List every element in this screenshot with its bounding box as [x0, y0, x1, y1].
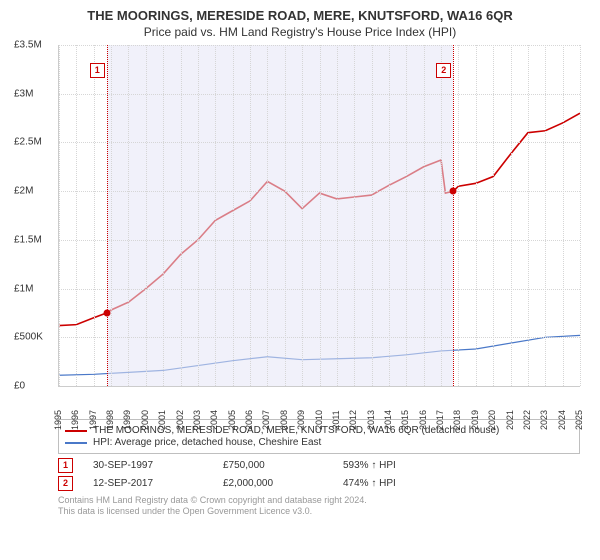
gridline-v [424, 45, 425, 386]
x-axis-label: 1997 [88, 410, 98, 430]
shade-region [107, 45, 453, 386]
x-axis-label: 2019 [470, 410, 480, 430]
footer-line-1: Contains HM Land Registry data © Crown c… [58, 495, 580, 506]
event-line [107, 45, 108, 386]
y-axis-label: £500K [14, 332, 43, 343]
gridline-v [320, 45, 321, 386]
gridline-v [476, 45, 477, 386]
x-axis-label: 2013 [366, 410, 376, 430]
x-axis-label: 2023 [539, 410, 549, 430]
x-axis-label: 2007 [261, 410, 271, 430]
gridline-v [389, 45, 390, 386]
event-point-marker [103, 309, 110, 316]
event-date: 12-SEP-2017 [93, 478, 203, 489]
chart-area: 12 £0£500K£1M£1.5M£2M£2.5M£3M£3.5M199519… [58, 45, 580, 411]
gridline-v [545, 45, 546, 386]
gridline-v [128, 45, 129, 386]
x-axis-label: 2025 [574, 410, 584, 430]
gridline-v [233, 45, 234, 386]
gridline-v [285, 45, 286, 386]
x-axis-label: 2014 [383, 410, 393, 430]
event-price: £2,000,000 [223, 478, 323, 489]
y-axis-label: £2.5M [14, 137, 42, 148]
event-point-marker [450, 188, 457, 195]
gridline-v [250, 45, 251, 386]
event-row: 1 30-SEP-1997 £750,000 593% ↑ HPI [58, 458, 580, 473]
footer-attribution: Contains HM Land Registry data © Crown c… [58, 495, 580, 518]
x-axis-label: 2004 [209, 410, 219, 430]
gridline-v [181, 45, 182, 386]
x-axis-label: 2009 [296, 410, 306, 430]
y-axis-label: £3.5M [14, 40, 42, 51]
gridline-v [76, 45, 77, 386]
gridline-v [267, 45, 268, 386]
gridline-v [111, 45, 112, 386]
y-axis-label: £3M [14, 88, 33, 99]
x-axis-label: 2015 [400, 410, 410, 430]
x-axis-label: 2011 [331, 410, 341, 429]
x-axis-label: 2000 [140, 410, 150, 430]
x-axis-label: 2008 [279, 410, 289, 430]
x-axis-label: 1999 [122, 410, 132, 430]
x-axis-label: 2021 [505, 410, 515, 430]
x-axis-label: 2010 [314, 410, 324, 430]
footer-line-2: This data is licensed under the Open Gov… [58, 506, 580, 517]
event-row: 2 12-SEP-2017 £2,000,000 474% ↑ HPI [58, 476, 580, 491]
x-axis-label: 2022 [522, 410, 532, 430]
x-axis-label: 2017 [435, 410, 445, 430]
event-marker-box: 2 [436, 63, 451, 78]
y-axis-label: £1.5M [14, 234, 42, 245]
gridline-v [146, 45, 147, 386]
x-axis-label: 2016 [418, 410, 428, 430]
x-axis-label: 2020 [487, 410, 497, 430]
x-axis-label: 1998 [105, 410, 115, 430]
gridline-v [59, 45, 60, 386]
gridline-v [441, 45, 442, 386]
y-axis-label: £1M [14, 283, 33, 294]
x-axis-label: 2001 [157, 410, 167, 430]
gridline-v [198, 45, 199, 386]
event-pct: 593% ↑ HPI [343, 460, 396, 471]
gridline-v [493, 45, 494, 386]
y-axis-label: £0 [14, 381, 25, 392]
x-axis-label: 2005 [227, 410, 237, 430]
x-axis-label: 2024 [557, 410, 567, 430]
gridline-v [215, 45, 216, 386]
chart-subtitle: Price paid vs. HM Land Registry's House … [12, 25, 588, 39]
event-date: 30-SEP-1997 [93, 460, 203, 471]
chart-title: THE MOORINGS, MERESIDE ROAD, MERE, KNUTS… [12, 8, 588, 23]
x-axis-label: 2006 [244, 410, 254, 430]
chart-container: THE MOORINGS, MERESIDE ROAD, MERE, KNUTS… [0, 0, 600, 560]
gridline-v [372, 45, 373, 386]
x-axis-label: 1996 [70, 410, 80, 430]
gridline-v [563, 45, 564, 386]
x-axis-label: 2018 [452, 410, 462, 430]
gridline-v [302, 45, 303, 386]
legend-label: HPI: Average price, detached house, Ches… [93, 437, 321, 448]
gridline-v [354, 45, 355, 386]
gridline-v [163, 45, 164, 386]
x-axis-label: 2002 [175, 410, 185, 430]
gridline-v [511, 45, 512, 386]
gridline-v [458, 45, 459, 386]
gridline-v [528, 45, 529, 386]
plot-region: 12 [58, 45, 580, 387]
gridline-v [406, 45, 407, 386]
x-axis-label: 2012 [348, 410, 358, 430]
event-line [453, 45, 454, 386]
event-pct: 474% ↑ HPI [343, 478, 396, 489]
event-price: £750,000 [223, 460, 323, 471]
event-number-box: 1 [58, 458, 73, 473]
y-axis-label: £2M [14, 186, 33, 197]
events-table: 1 30-SEP-1997 £750,000 593% ↑ HPI 2 12-SEP-20… [58, 458, 580, 491]
gridline-v [94, 45, 95, 386]
event-number-box: 2 [58, 476, 73, 491]
legend-row: HPI: Average price, detached house, Ches… [65, 437, 573, 448]
event-marker-box: 1 [90, 63, 105, 78]
legend-swatch [65, 442, 87, 444]
x-axis-label: 2003 [192, 410, 202, 430]
x-axis-label: 1995 [53, 410, 63, 430]
gridline-v [580, 45, 581, 386]
gridline-v [337, 45, 338, 386]
